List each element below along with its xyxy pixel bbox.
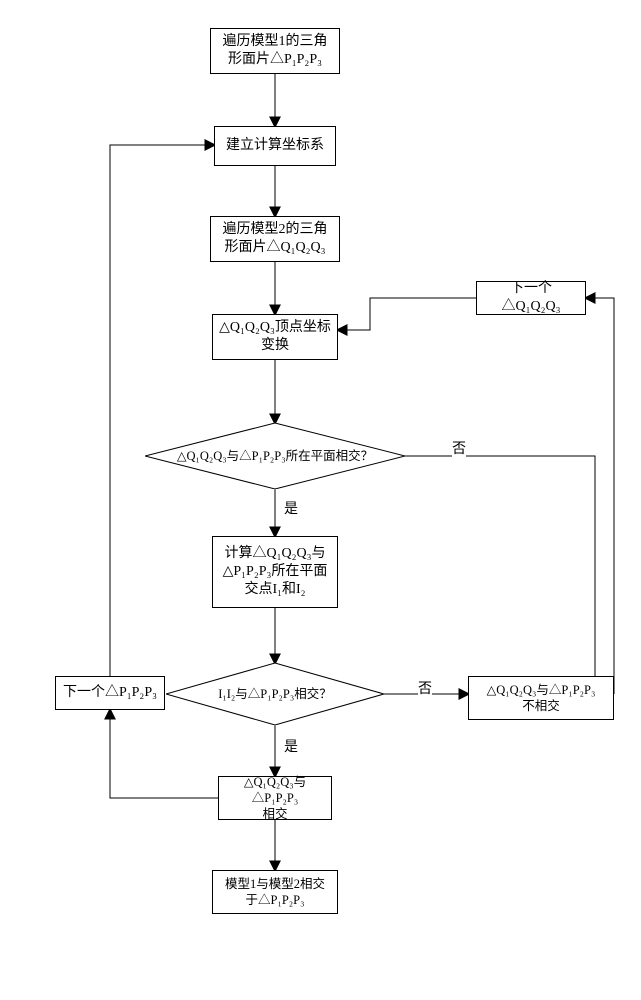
- node-text: △Q₁Q₂Q₃顶点坐标变换: [219, 319, 331, 355]
- flow-node-nL: 下一个△P₁P₂P₃: [55, 676, 165, 710]
- flow-node-n4: △Q₁Q₂Q₃顶点坐标变换: [212, 314, 338, 360]
- flow-node-n5: 计算△Q₁Q₂Q₃与△P₁P₂P₃所在平面交点I₁和I₂: [212, 536, 338, 608]
- decision-d1: △Q₁Q₂Q₃与△P₁P₂P₃所在平面相交？: [145, 423, 405, 489]
- node-text: △Q₁Q₂Q₃与△P₁P₂P₃相交: [223, 774, 327, 823]
- node-text: 计算△Q₁Q₂Q₃与△P₁P₂P₃所在平面交点I₁和I₂: [223, 545, 328, 600]
- node-text: 下一个△Q₁Q₂Q₃: [481, 280, 581, 316]
- decision-text: I₁I₂与△P₁P₂P₃相交？: [166, 663, 384, 725]
- edge-label-l_no1: 否: [452, 438, 466, 458]
- decision-text: △Q₁Q₂Q₃与△P₁P₂P₃所在平面相交？: [145, 423, 405, 489]
- edge-label-l_yes2: 是: [284, 736, 298, 756]
- node-text: 建立计算坐标系: [226, 137, 324, 155]
- flow-node-n3: 遍历模型2的三角形面片△Q₁Q₂Q₃: [210, 216, 340, 262]
- flow-node-n7: 模型1与模型2相交于△P₁P₂P₃: [212, 870, 338, 914]
- decision-d2: I₁I₂与△P₁P₂P₃相交？: [166, 663, 384, 725]
- node-text: △Q₁Q₂Q₃与△P₁P₂P₃不相交: [487, 682, 596, 715]
- edge-label-l_yes1: 是: [284, 498, 298, 518]
- flow-node-n2: 建立计算坐标系: [214, 126, 336, 166]
- flow-node-nR1: 下一个△Q₁Q₂Q₃: [476, 281, 586, 315]
- node-text: 遍历模型2的三角形面片△Q₁Q₂Q₃: [223, 221, 328, 257]
- flow-node-n6: △Q₁Q₂Q₃与△P₁P₂P₃相交: [218, 776, 332, 820]
- flow-node-n1: 遍历模型1的三角形面片△P₁P₂P₃: [210, 28, 340, 74]
- node-text: 遍历模型1的三角形面片△P₁P₂P₃: [223, 33, 328, 69]
- edge-label-l_no2: 否: [418, 678, 432, 698]
- flow-node-nR2: △Q₁Q₂Q₃与△P₁P₂P₃不相交: [468, 676, 614, 720]
- node-text: 下一个△P₁P₂P₃: [63, 684, 157, 702]
- node-text: 模型1与模型2相交于△P₁P₂P₃: [225, 876, 325, 909]
